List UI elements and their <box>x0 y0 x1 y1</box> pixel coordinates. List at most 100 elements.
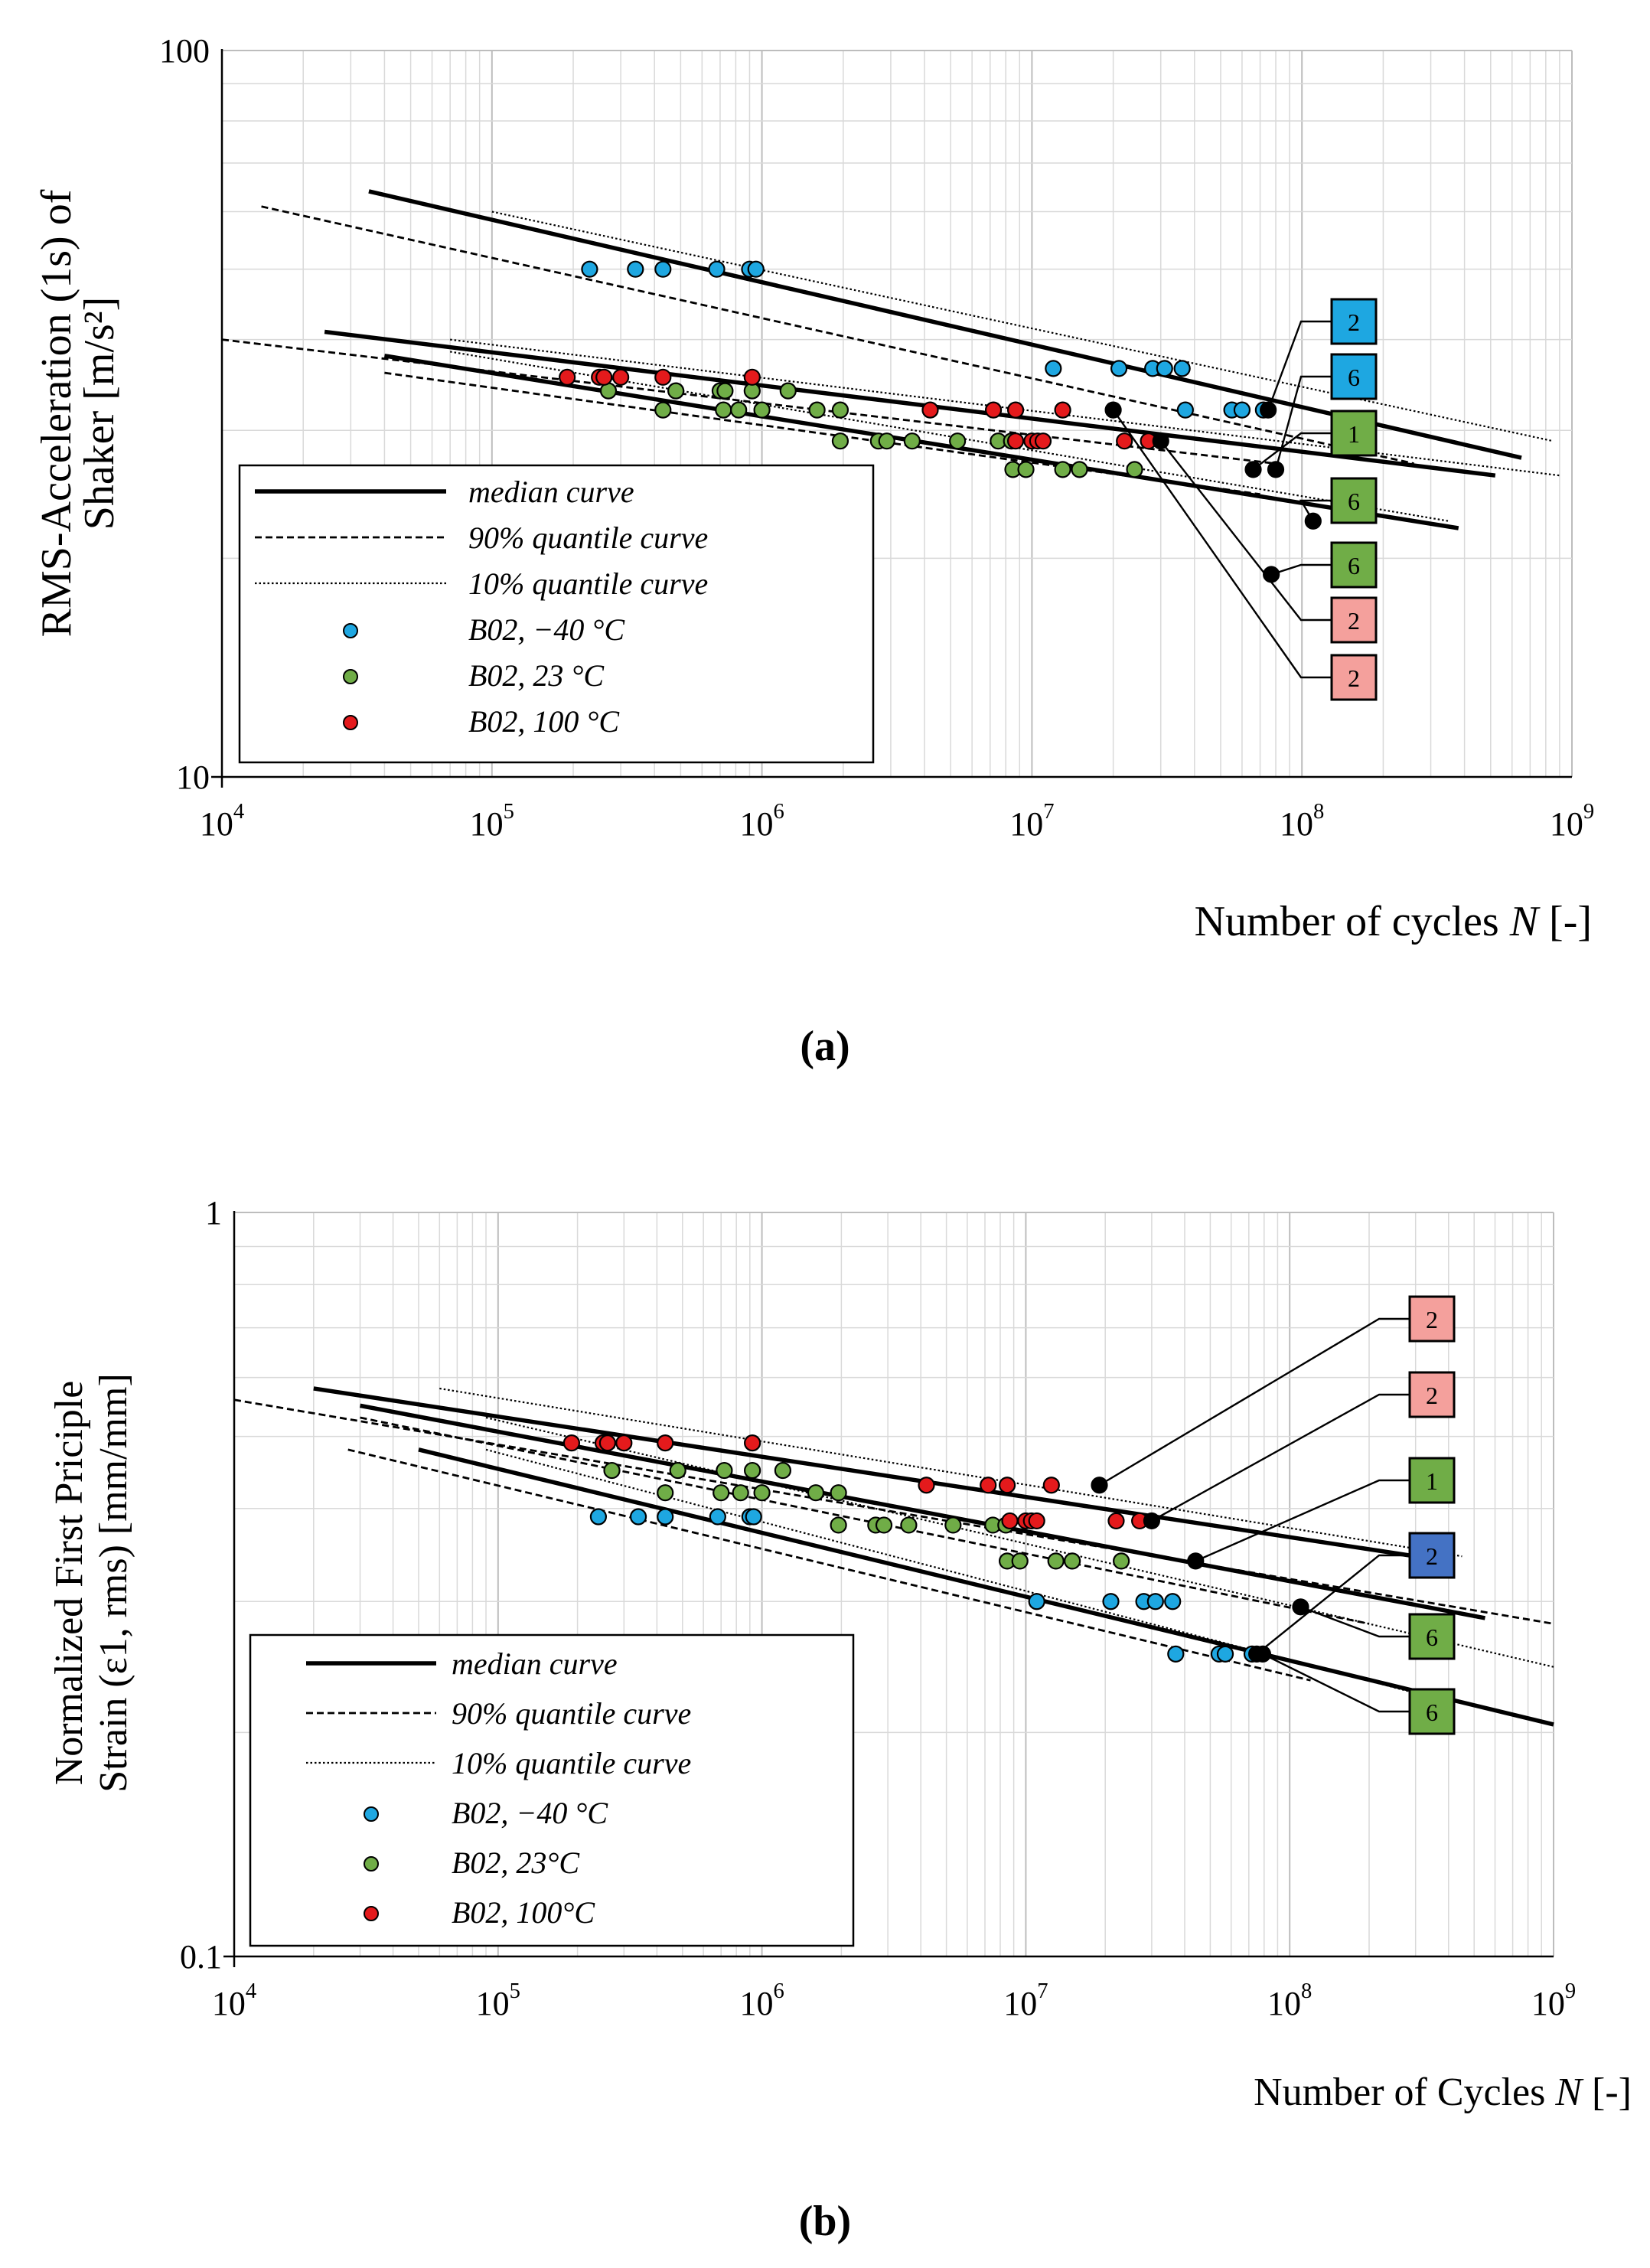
x-tick-label: 104 <box>200 800 244 843</box>
y-axis-label: RMS-Acceleration (1s) of <box>33 189 80 637</box>
data-point-green <box>831 432 849 450</box>
data-point-green <box>903 432 921 450</box>
legend-marker <box>343 715 358 730</box>
data-point-black <box>1143 1512 1161 1530</box>
data-point-green <box>1054 461 1071 478</box>
data-point-black <box>1091 1477 1108 1494</box>
data-point-red <box>998 1477 1016 1494</box>
data-point-green <box>1113 1552 1130 1570</box>
data-point-red <box>744 1434 761 1452</box>
legend-label: median curve <box>452 1646 618 1681</box>
data-point-red <box>1116 432 1133 450</box>
data-point-blue <box>745 1508 762 1526</box>
annotation-label: 1 <box>1426 1467 1438 1495</box>
annotation-leader-line <box>1159 440 1332 622</box>
data-point-red <box>1001 1512 1019 1530</box>
data-point-green <box>657 1484 674 1502</box>
data-point-blue <box>629 1508 647 1526</box>
annotation-label: 2 <box>1426 1382 1438 1409</box>
median-curve-red <box>324 329 1496 478</box>
data-point-blue <box>1110 360 1128 377</box>
data-point-green <box>1047 1552 1065 1570</box>
x-tick-label: 107 <box>1003 1979 1048 2022</box>
data-point-red <box>657 1434 674 1452</box>
data-point-blue <box>1156 360 1173 377</box>
legend-label: 10% quantile curve <box>452 1746 691 1780</box>
annotation-label: 6 <box>1426 1623 1438 1651</box>
annotation-box <box>1408 1295 1456 1343</box>
data-point-blue <box>1173 360 1191 377</box>
x-tick-label: 109 <box>1531 1979 1576 2022</box>
data-point-green <box>830 1516 847 1534</box>
data-point-black <box>1304 512 1322 530</box>
annotation-box <box>1408 1688 1456 1735</box>
median-curve-green <box>360 1403 1485 1620</box>
q90-curve-green <box>384 371 1260 496</box>
q10-curve-green <box>485 1416 1554 1668</box>
legend-marker <box>343 623 358 638</box>
x-tick-label: 104 <box>212 1979 256 2022</box>
annotation-label: 2 <box>1426 1306 1438 1333</box>
legend-label: B02, −40 °C <box>452 1796 608 1830</box>
data-point-red <box>595 368 613 386</box>
chart-panel-a: 104 105 106 107 108 109 10 100 RMS-Acceleration … <box>33 32 1594 1070</box>
legend-box <box>238 464 875 764</box>
data-point-green <box>1017 461 1035 478</box>
y-tick-label: 10 <box>176 759 210 796</box>
y-tick-label: 1 <box>205 1194 222 1232</box>
data-point-green <box>732 1484 749 1502</box>
q90-curve-green <box>360 1416 1370 1625</box>
x-tick-label: 106 <box>739 800 784 843</box>
data-point-red <box>562 1434 581 1452</box>
annotation-box <box>1408 1532 1456 1579</box>
data-point-green <box>716 1461 733 1480</box>
data-point-green <box>730 401 748 419</box>
q10-curve-blue <box>485 1448 1449 1703</box>
legend-label: B02, −40 °C <box>468 612 625 647</box>
annotation-label: 2 <box>1348 664 1360 692</box>
data-point-green <box>716 382 734 400</box>
data-point-blue <box>581 260 598 278</box>
annotation-label: 6 <box>1426 1699 1438 1726</box>
data-point-red <box>980 1477 997 1494</box>
data-point-blue <box>1164 1593 1182 1610</box>
y-axis-label: Normalized First Priciple <box>47 1381 91 1786</box>
q90-curve-red <box>233 1398 1554 1625</box>
data-point-green <box>1064 1552 1081 1570</box>
annotation-leader-line <box>1098 1317 1410 1486</box>
data-point-blue <box>589 1508 607 1526</box>
annotation-leader-line <box>1274 375 1332 470</box>
data-point-red <box>921 401 939 419</box>
data-point-blue <box>1102 1593 1120 1610</box>
data-point-red <box>1042 1477 1060 1494</box>
annotation-leader-line <box>1256 1554 1410 1655</box>
annotation-leader-line <box>1252 432 1332 471</box>
data-point-black <box>1187 1552 1205 1570</box>
annotation-box <box>1330 654 1378 701</box>
median-curve-red <box>313 1386 1417 1558</box>
data-point-black <box>1254 1645 1272 1663</box>
data-point-blue <box>1028 1593 1045 1610</box>
data-point-blue <box>747 260 765 278</box>
data-point-black <box>1152 432 1169 450</box>
data-point-green <box>715 401 732 419</box>
data-point-blue <box>709 1508 726 1526</box>
annotation-box <box>1330 298 1378 345</box>
annotation-box <box>1408 1371 1456 1418</box>
data-point-red <box>743 368 761 386</box>
data-point-blue <box>1176 401 1194 419</box>
legend-label: B02, 100 °C <box>468 704 620 739</box>
annotation-label: 1 <box>1348 420 1360 448</box>
data-point-green <box>808 401 826 419</box>
annotation-leader-line <box>1300 1606 1410 1638</box>
y-axis-label: Strain (ε1, rms) [mm/mm] <box>92 1373 135 1793</box>
data-point-green <box>949 432 967 450</box>
x-tick-label: 105 <box>470 800 514 843</box>
annotation-leader-line <box>1270 563 1332 576</box>
x-tick-label: 107 <box>1009 800 1054 843</box>
data-point-red <box>654 368 672 386</box>
annotation-box <box>1330 410 1378 457</box>
subfigure-caption: (b) <box>799 2198 851 2245</box>
chart-panel-b: 104 105 106 107 108 109 0.1 1 Normalized First P… <box>47 1194 1632 2245</box>
data-point-black <box>1263 566 1280 583</box>
